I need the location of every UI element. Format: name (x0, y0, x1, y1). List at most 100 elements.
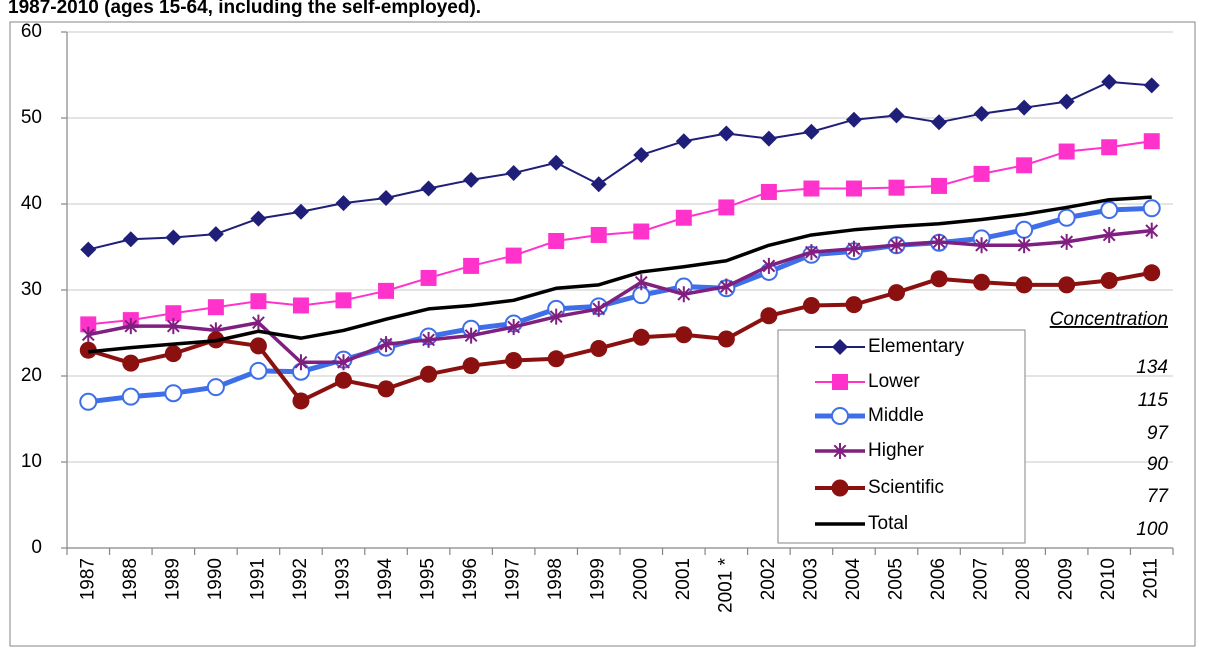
marker (634, 274, 648, 291)
marker (292, 297, 309, 314)
marker (975, 237, 988, 254)
marker (547, 350, 565, 368)
marker (805, 244, 818, 261)
marker (505, 352, 523, 370)
marker (81, 326, 95, 343)
marker (335, 371, 352, 389)
legend-label: Elementary (868, 336, 965, 357)
x-tick-label: 2001 (673, 558, 694, 600)
marker (548, 154, 565, 171)
x-tick-label: 2000 (630, 558, 651, 600)
legend-concentration: 90 (1147, 454, 1169, 475)
marker (79, 392, 98, 411)
y-tick-label: 60 (21, 21, 42, 42)
marker (845, 296, 863, 314)
legend-concentration: 77 (1147, 486, 1170, 507)
marker (832, 374, 848, 390)
series-line (88, 195, 1152, 354)
marker (124, 318, 138, 335)
marker (420, 365, 438, 383)
marker (675, 133, 692, 150)
marker (379, 336, 393, 353)
marker (165, 305, 182, 322)
marker (206, 378, 225, 397)
marker (1100, 201, 1119, 220)
marker (831, 407, 849, 425)
marker (507, 318, 521, 335)
x-tick-label: 2007 (971, 558, 992, 600)
marker (80, 241, 97, 258)
legend-label: Higher (868, 440, 925, 461)
legend-concentration: 115 (1138, 390, 1169, 411)
marker (294, 354, 308, 371)
x-tick-label: 2002 (758, 558, 779, 600)
y-tick-label: 40 (21, 193, 42, 214)
legend-label: Scientific (868, 477, 944, 498)
marker (845, 111, 862, 128)
marker (803, 123, 820, 140)
marker (590, 226, 607, 243)
marker (890, 237, 903, 254)
x-tick-label: 2011 (1141, 558, 1162, 599)
marker (632, 328, 650, 346)
x-tick-label: 1987 (77, 558, 98, 600)
marker (1143, 133, 1160, 150)
marker (973, 105, 990, 122)
marker (378, 282, 395, 299)
marker (930, 270, 948, 288)
marker (633, 146, 650, 163)
marker (719, 278, 733, 295)
marker (847, 240, 861, 257)
marker (462, 357, 480, 375)
marker (718, 199, 735, 216)
x-tick-label: 1989 (162, 558, 183, 600)
marker (1015, 276, 1033, 294)
marker (122, 354, 140, 372)
marker (760, 307, 778, 325)
marker (121, 387, 140, 406)
marker (80, 316, 97, 333)
marker (292, 203, 309, 220)
x-tick-label: 1998 (545, 558, 566, 600)
marker (1016, 157, 1033, 174)
marker (762, 257, 776, 274)
x-tick-label: 2006 (928, 558, 949, 600)
marker (1102, 226, 1116, 243)
marker (422, 331, 435, 348)
x-tick-label: 1996 (460, 558, 481, 600)
marker (250, 210, 267, 227)
marker (932, 233, 946, 250)
marker (888, 107, 905, 124)
marker (505, 165, 522, 182)
marker (1058, 143, 1075, 160)
x-tick-label: 2010 (1098, 558, 1119, 600)
x-tick-label: 1994 (375, 558, 396, 601)
marker (845, 180, 862, 197)
marker (1060, 233, 1074, 250)
marker (1100, 272, 1118, 290)
marker (164, 384, 183, 403)
marker (335, 195, 352, 212)
marker (675, 326, 693, 344)
marker (335, 292, 352, 309)
marker (378, 189, 395, 206)
x-tick-label: 1995 (418, 558, 439, 600)
marker (292, 392, 310, 410)
marker (760, 130, 777, 147)
chart-frame (9, 21, 1196, 647)
marker (165, 229, 182, 246)
marker (1145, 222, 1159, 239)
marker (833, 443, 847, 459)
x-tick-label: 1991 (247, 558, 268, 600)
marker (249, 337, 267, 355)
marker (973, 165, 990, 182)
marker (677, 286, 691, 303)
marker (420, 180, 437, 197)
marker (1142, 199, 1161, 218)
legend-box (777, 329, 1026, 544)
y-tick-label: 30 (21, 279, 42, 300)
x-tick-label: 2004 (843, 558, 864, 601)
marker (831, 479, 849, 497)
x-tick-label: 2001 * (715, 557, 736, 613)
x-tick-label: 2008 (1013, 558, 1034, 600)
